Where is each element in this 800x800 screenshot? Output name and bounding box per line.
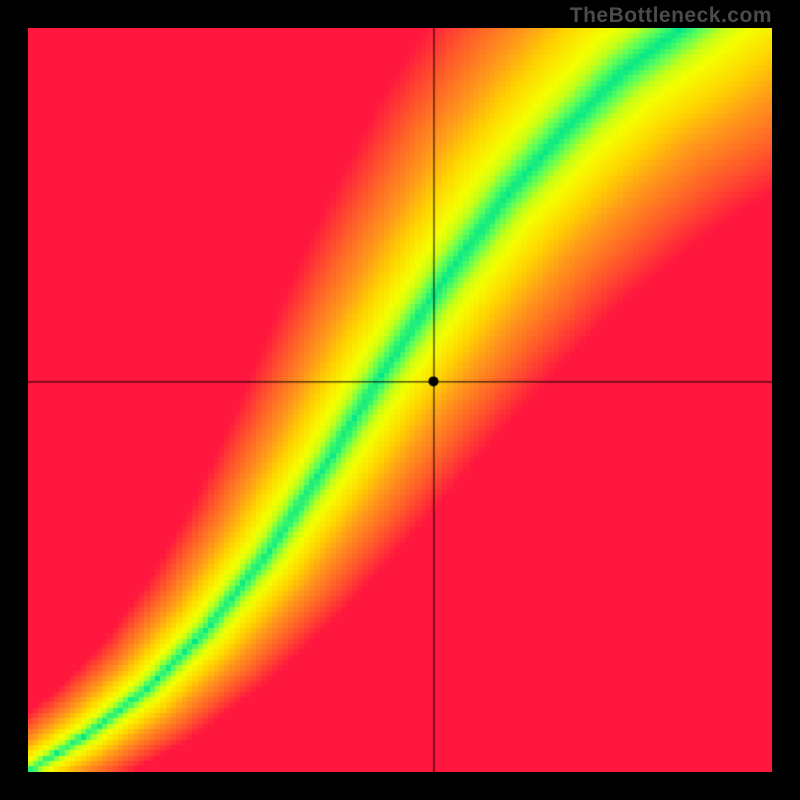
watermark-text: TheBottleneck.com <box>570 4 772 28</box>
crosshair-overlay <box>28 28 772 772</box>
chart-container: TheBottleneck.com <box>0 0 800 800</box>
